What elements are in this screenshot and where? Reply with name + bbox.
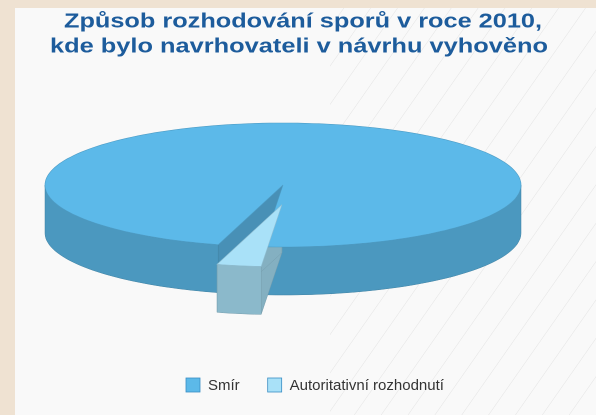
pie [44,122,522,315]
legend-swatch [185,377,201,393]
slice [44,122,522,248]
legend-label: Smír [208,377,240,394]
chart-title: Způsob rozhodování sporů v roce 2010, [64,10,542,32]
legend-label: Autoritativní rozhodnutí [290,377,445,394]
chart-title: kde bylo navrhovateli v návrhu vyhověno [50,35,548,57]
legend-swatch [267,377,283,393]
slice-side [216,264,262,315]
legend: Smír Autoritativní rozhodnutí [185,377,445,394]
slice [216,204,283,267]
